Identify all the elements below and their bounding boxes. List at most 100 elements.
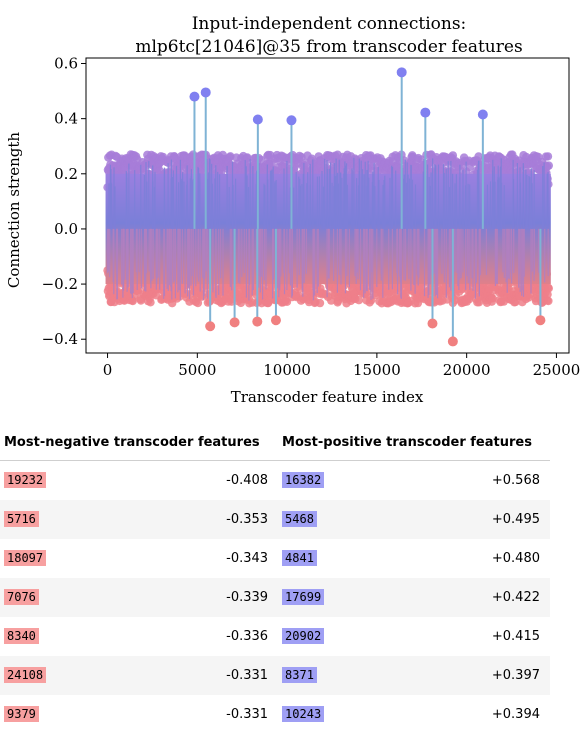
positive-feature-value: +0.394 bbox=[491, 707, 540, 722]
negative-feature-id: 9379 bbox=[4, 706, 39, 722]
negative-feature-id-cell: 7076 bbox=[0, 578, 132, 617]
positive-feature-id-cell: 5468 bbox=[278, 500, 400, 539]
positive-feature-value: +0.568 bbox=[491, 473, 540, 488]
negative-feature-value: -0.336 bbox=[226, 629, 269, 644]
positive-feature-marker bbox=[286, 115, 297, 126]
positive-feature-id-cell: 4841 bbox=[278, 539, 399, 578]
positive-feature-value: +0.480 bbox=[491, 551, 540, 566]
negative-feature-id: 5716 bbox=[4, 511, 39, 527]
negative-feature-marker bbox=[270, 315, 281, 326]
negative-feature-marker bbox=[535, 315, 546, 326]
negative-feature-value: -0.353 bbox=[131, 500, 279, 539]
positive-features-header: Most-positive transcoder features bbox=[278, 425, 550, 461]
positive-feature-value: +0.495 bbox=[399, 500, 550, 539]
x-tick-label: 20000 bbox=[443, 361, 491, 379]
negative-feature-id: 18097 bbox=[4, 550, 47, 566]
background-marker-negative bbox=[544, 296, 553, 306]
x-tick-label: 0 bbox=[103, 361, 113, 379]
negative-feature-id-cell: 5716 bbox=[0, 500, 132, 539]
positive-feature-id-cell: 10243 bbox=[278, 695, 399, 734]
feature-tables: Most-negative transcoder features Most-p… bbox=[0, 425, 550, 734]
table-row: 19232 -0.408 16382 +0.568 bbox=[0, 461, 550, 501]
axes: 0 5000 10000 15000 20000 25000 −0.4 −0.2 0.0 0.2 0… bbox=[42, 55, 581, 379]
background-marker-negative bbox=[315, 298, 325, 308]
negative-feature-marker bbox=[252, 316, 263, 327]
x-tick-label: 15000 bbox=[353, 361, 401, 379]
negative-feature-marker bbox=[205, 321, 216, 332]
negative-feature-id-cell: 24108 bbox=[0, 656, 132, 695]
axes-frame bbox=[85, 57, 570, 354]
positive-feature-id: 10243 bbox=[282, 706, 325, 722]
negative-feature-id-cell: 8340 bbox=[0, 617, 131, 656]
positive-feature-value: +0.422 bbox=[399, 578, 550, 617]
y-tick-label: 0.2 bbox=[54, 165, 78, 183]
positive-feature-id: 8371 bbox=[282, 667, 317, 683]
positive-feature-id: 16382 bbox=[282, 472, 325, 488]
negative-feature-value: -0.339 bbox=[131, 578, 279, 617]
positive-feature-id: 4841 bbox=[282, 550, 317, 566]
plot-area bbox=[103, 67, 553, 347]
table-row: 7076 -0.339 17699 +0.422 bbox=[0, 578, 550, 617]
table-row: 5716 -0.353 5468 +0.495 bbox=[0, 500, 550, 539]
positive-feature-id: 5468 bbox=[282, 511, 317, 527]
positive-feature-marker bbox=[477, 109, 488, 120]
negative-feature-value: -0.331 bbox=[226, 707, 269, 722]
negative-features-header: Most-negative transcoder features bbox=[0, 425, 279, 461]
background-marker-negative bbox=[354, 296, 364, 305]
negative-feature-id-cell: 19232 bbox=[0, 461, 131, 501]
x-axis-label: Transcoder feature index bbox=[231, 388, 424, 406]
negative-feature-marker bbox=[427, 318, 438, 329]
positive-feature-value: +0.415 bbox=[491, 629, 540, 644]
table-header-row: Most-negative transcoder features Most-p… bbox=[0, 425, 550, 461]
y-tick-label: 0.4 bbox=[54, 110, 78, 128]
table-row: 8340 -0.336 20902 +0.415 bbox=[0, 617, 550, 656]
x-tick-label: 25000 bbox=[533, 361, 581, 379]
negative-feature-id-cell: 9379 bbox=[0, 695, 131, 734]
table-row: 9379 -0.331 10243 +0.394 bbox=[0, 695, 550, 734]
feature-table: Most-negative transcoder features Most-p… bbox=[0, 425, 550, 734]
positive-feature-id: 20902 bbox=[282, 628, 325, 644]
table-body: 19232 -0.408 16382 +0.568 5716 -0.353 5468 +0.4… bbox=[0, 461, 550, 735]
table-row: 24108 -0.331 8371 +0.397 bbox=[0, 656, 550, 695]
negative-feature-marker bbox=[447, 336, 458, 347]
y-tick-label: −0.2 bbox=[42, 275, 78, 293]
positive-feature-value: +0.397 bbox=[399, 656, 550, 695]
y-tick-label: 0.0 bbox=[54, 220, 78, 238]
negative-feature-id-cell: 18097 bbox=[0, 539, 131, 578]
x-tick-label: 5000 bbox=[178, 361, 216, 379]
background-marker-negative bbox=[488, 294, 497, 303]
connection-stem-chart: Input-independent connections: mlp6tc[21… bbox=[5, 14, 581, 406]
positive-feature-id-cell: 17699 bbox=[278, 578, 400, 617]
negative-feature-id: 7076 bbox=[4, 589, 39, 605]
chart-title-line-1: Input-independent connections: bbox=[192, 14, 467, 34]
background-marker-negative bbox=[146, 298, 155, 307]
background-marker-positive bbox=[543, 152, 553, 161]
positive-feature-id-cell: 16382 bbox=[278, 461, 399, 501]
positive-feature-id-cell: 8371 bbox=[278, 656, 400, 695]
positive-feature-marker bbox=[396, 67, 407, 78]
positive-feature-marker bbox=[189, 91, 200, 102]
negative-feature-value: -0.343 bbox=[226, 551, 269, 566]
y-axis-label: Connection strength bbox=[5, 132, 23, 288]
x-tick-label: 10000 bbox=[263, 361, 311, 379]
negative-feature-value: -0.331 bbox=[131, 656, 279, 695]
chart-title-line-2: mlp6tc[21046]@35 from transcoder feature… bbox=[135, 37, 522, 57]
positive-feature-marker bbox=[252, 114, 263, 125]
negative-feature-value: -0.408 bbox=[226, 473, 269, 488]
negative-feature-id: 8340 bbox=[4, 628, 39, 644]
background-marker-negative bbox=[193, 298, 203, 308]
negative-feature-id: 19232 bbox=[4, 472, 47, 488]
negative-feature-id: 24108 bbox=[4, 667, 47, 683]
positive-feature-marker bbox=[420, 107, 431, 118]
chart-container: Input-independent connections: mlp6tc[21… bbox=[5, 14, 581, 406]
y-tick-label: 0.6 bbox=[54, 55, 78, 73]
background-marker-positive bbox=[544, 161, 553, 170]
table-row: 18097 -0.343 4841 +0.480 bbox=[0, 539, 550, 578]
positive-feature-id: 17699 bbox=[282, 589, 325, 605]
positive-feature-id-cell: 20902 bbox=[278, 617, 399, 656]
negative-feature-marker bbox=[229, 317, 240, 328]
positive-feature-marker bbox=[200, 87, 211, 98]
y-tick-label: −0.4 bbox=[42, 330, 78, 348]
background-marker-negative bbox=[544, 284, 553, 293]
background-marker-positive bbox=[474, 152, 483, 161]
